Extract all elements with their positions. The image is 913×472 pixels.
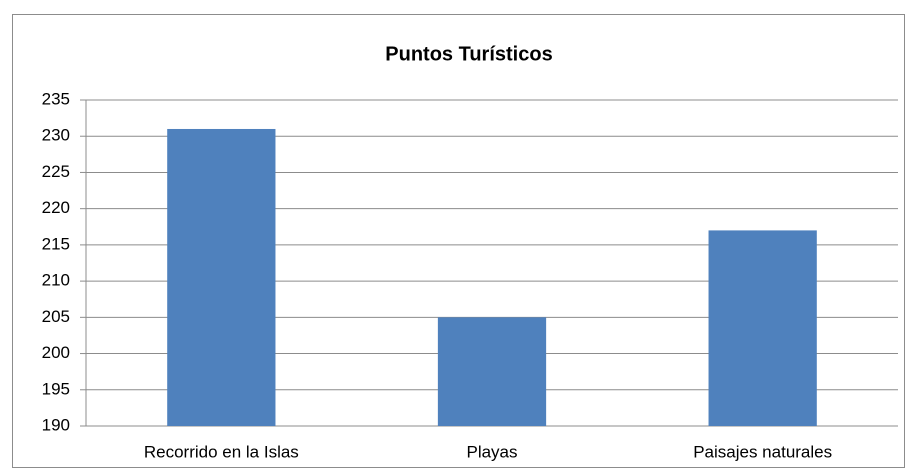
y-tick-label: 225 [42, 162, 70, 181]
bar [437, 317, 547, 426]
y-tick-label: 195 [42, 379, 70, 398]
y-tick-label: 210 [42, 271, 70, 290]
y-tick-label: 205 [42, 307, 70, 326]
y-tick-label: 200 [42, 343, 70, 362]
y-tick-label: 215 [42, 234, 70, 253]
bar [167, 128, 276, 426]
x-tick-label: Playas [466, 442, 517, 461]
y-tick-label: 230 [42, 126, 70, 145]
x-tick-label: Recorrido en la Islas [144, 442, 299, 461]
chart-title: Puntos Turísticos [385, 43, 552, 65]
x-tick-label: Paisajes naturales [693, 442, 832, 461]
y-tick-label: 235 [42, 89, 70, 108]
bar [708, 230, 817, 426]
y-tick-label: 190 [42, 415, 70, 434]
y-tick-label: 220 [42, 198, 70, 217]
